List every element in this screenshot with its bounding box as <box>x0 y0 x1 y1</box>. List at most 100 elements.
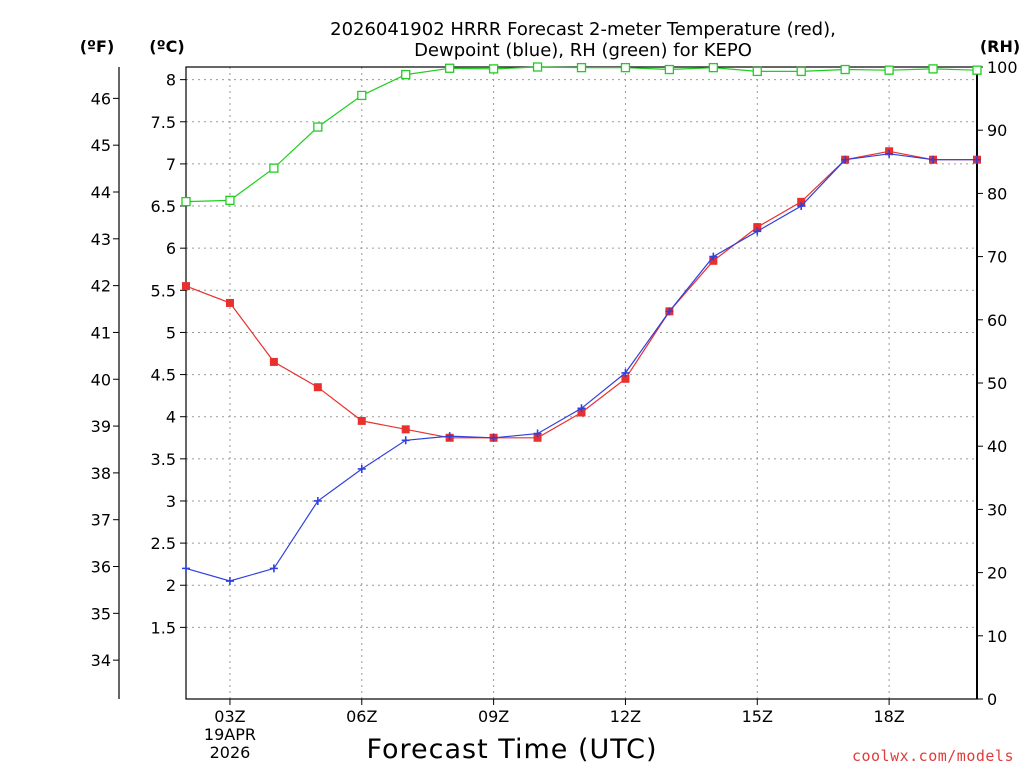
fahrenheit-tick-label: 34 <box>91 651 111 670</box>
dewpoint-point-10 <box>533 429 542 438</box>
celsius-tick-label: 6.5 <box>151 197 176 216</box>
temperature-point-4 <box>269 357 278 366</box>
celsius-tick-label: 4 <box>166 408 176 427</box>
fahrenheit-tick-label: 44 <box>91 183 111 202</box>
dewpoint-point-12 <box>621 368 630 377</box>
rh-point-18 <box>884 65 894 75</box>
x-date-line2: 2026 <box>210 743 251 762</box>
fahrenheit-tick-label: 35 <box>91 604 111 623</box>
dewpoint-point-19 <box>929 155 938 164</box>
plot-frame <box>185 66 978 700</box>
tick-labels: 34 35 36 37 38 39 40 41 42 43 44 45 46 1.5 2 2.5 3 3.5 4 4.… <box>91 58 1018 762</box>
axes <box>113 66 983 705</box>
dewpoint-point-20 <box>973 155 981 164</box>
x-tick-label-18Z: 18Z <box>873 707 904 726</box>
x-tick-label-12Z: 12Z <box>610 707 641 726</box>
dewpoint-point-2 <box>182 564 190 573</box>
dewpoint-point-8 <box>445 432 454 441</box>
temperature-point-14 <box>709 256 718 265</box>
x-tick-label-09Z: 09Z <box>478 707 509 726</box>
celsius-tick-label: 8 <box>166 71 176 90</box>
dewpoint-point-4 <box>269 564 278 573</box>
rh-point-20 <box>972 65 982 75</box>
rh-point-12 <box>620 62 631 73</box>
dewpoint-point-9 <box>489 433 498 442</box>
x-tick-label-06Z: 06Z <box>346 707 377 726</box>
celsius-tick-label: 1.5 <box>151 618 176 637</box>
celsius-unit-label: (ºC) <box>149 37 184 56</box>
temperature-point-2 <box>182 282 190 291</box>
fahrenheit-tick-label: 38 <box>91 464 111 483</box>
rh-point-5 <box>313 122 323 132</box>
rh-tick-label: 10 <box>987 627 1007 646</box>
rh-point-13 <box>664 64 675 75</box>
rh-tick-label: 30 <box>987 500 1007 519</box>
rh-point-19 <box>928 64 938 74</box>
chart-subtitle: Dewpoint (blue), RH (green) for KEPO <box>414 40 752 61</box>
credit-text: coolwx.com/models <box>852 747 1014 765</box>
dewpoint-line <box>185 153 977 582</box>
fahrenheit-tick-label: 41 <box>91 323 111 342</box>
temperature-point-11 <box>577 408 586 417</box>
rh-point-14 <box>708 62 718 73</box>
celsius-tick-label: 4.5 <box>151 366 176 385</box>
rh-tick-label: 60 <box>987 311 1007 330</box>
dewpoint-point-14 <box>709 252 718 261</box>
rh-point-11 <box>576 62 587 73</box>
rh-point-6 <box>357 90 367 101</box>
rh-point-8 <box>445 63 455 73</box>
dewpoint-point-11 <box>577 404 586 413</box>
dewpoint-point-16 <box>797 202 806 211</box>
temperature-point-10 <box>533 433 542 442</box>
gridlines <box>186 67 977 699</box>
fahrenheit-tick-label: 45 <box>91 136 111 155</box>
x-axis-label: Forecast Time (UTC) <box>366 734 657 765</box>
temperature-line <box>185 150 977 439</box>
rh-tick-label: 70 <box>987 248 1007 267</box>
dewpoint-point-5 <box>313 496 322 505</box>
temperature-point-16 <box>797 197 806 206</box>
rh-tick-label: 100 <box>987 58 1018 77</box>
celsius-tick-label: 7 <box>166 155 176 174</box>
fahrenheit-tick-label: 46 <box>91 89 111 108</box>
temperature-point-3 <box>225 298 234 307</box>
celsius-tick-label: 7.5 <box>151 113 176 132</box>
temperature-point-12 <box>621 374 630 383</box>
rh-tick-label: 50 <box>987 374 1007 393</box>
rh-point-10 <box>532 62 543 72</box>
chart-title: 2026041902 HRRR Forecast 2-meter Tempera… <box>330 19 836 40</box>
rh-point-16 <box>796 66 806 77</box>
rh-point-15 <box>752 66 762 77</box>
celsius-tick-label: 5.5 <box>151 281 176 300</box>
celsius-tick-label: 5 <box>166 323 176 342</box>
rh-point-3 <box>225 195 235 206</box>
dewpoint-point-7 <box>401 436 410 445</box>
fahrenheit-tick-label: 43 <box>91 230 111 249</box>
rh-line <box>185 66 978 203</box>
rh-unit-label: (RH) <box>980 37 1020 56</box>
celsius-tick-label: 2.5 <box>151 534 176 553</box>
dewpoint-point-15 <box>753 227 762 236</box>
dewpoint-point-17 <box>841 155 850 164</box>
celsius-tick-label: 3.5 <box>151 450 176 469</box>
data-series <box>181 62 982 586</box>
fahrenheit-tick-label: 39 <box>91 417 111 436</box>
fahrenheit-tick-label: 37 <box>91 511 111 530</box>
dewpoint-point-6 <box>357 464 366 473</box>
fahrenheit-tick-label: 40 <box>91 370 111 389</box>
rh-point-2 <box>181 196 191 207</box>
x-tick-label-15Z: 15Z <box>742 707 773 726</box>
dewpoint-point-18 <box>885 149 894 158</box>
rh-point-4 <box>269 163 279 173</box>
rh-tick-label: 40 <box>987 437 1007 456</box>
dewpoint-point-13 <box>665 307 674 316</box>
fahrenheit-tick-label: 42 <box>91 277 111 296</box>
rh-tick-label: 80 <box>987 184 1007 203</box>
rh-point-17 <box>840 64 850 75</box>
celsius-tick-label: 3 <box>166 492 176 511</box>
rh-tick-label: 0 <box>987 690 997 709</box>
x-date-line1: 19APR <box>204 725 256 744</box>
fahrenheit-tick-label: 36 <box>91 558 111 577</box>
rh-tick-label: 90 <box>987 121 1007 140</box>
